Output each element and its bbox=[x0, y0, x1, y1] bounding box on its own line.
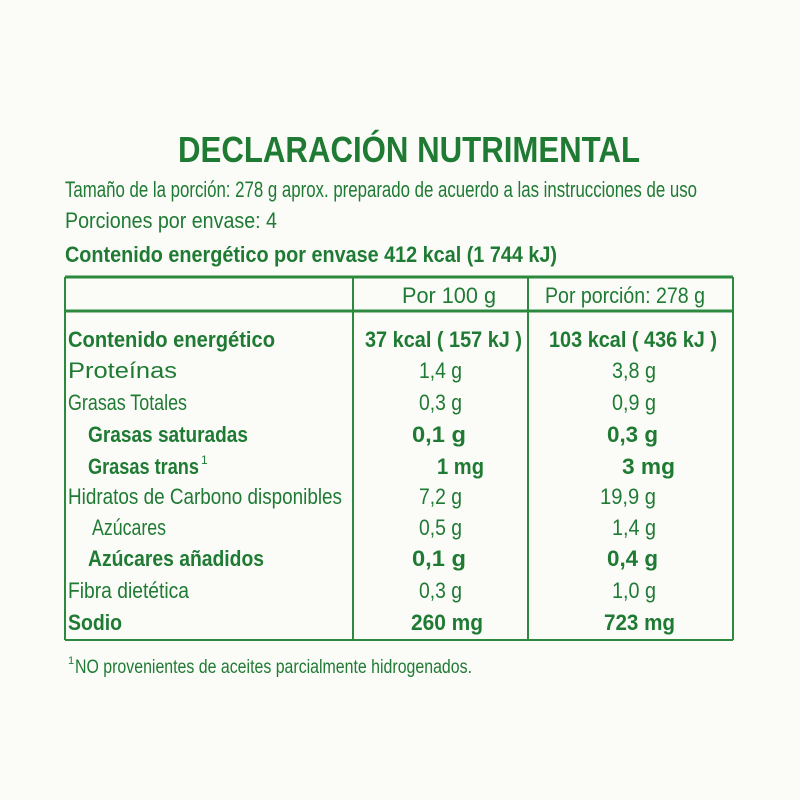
cell-value: 260 mg bbox=[411, 610, 483, 635]
cell-value: 37 kcal ( 157 kJ ) bbox=[365, 327, 522, 352]
table-rules bbox=[64, 275, 734, 641]
row-label: Grasas Totales bbox=[68, 390, 187, 415]
cell-value: 19,9 g bbox=[600, 484, 656, 509]
footnote-marker: 1 bbox=[68, 655, 74, 667]
cell-value: 0,9 g bbox=[612, 390, 656, 415]
column-header: Por 100 g bbox=[402, 283, 496, 308]
cell-value: 103 kcal ( 436 kJ ) bbox=[549, 327, 717, 352]
cell-value: 0,4 g bbox=[607, 546, 658, 571]
cell-value: 723 mg bbox=[604, 610, 675, 635]
row-label: Sodio bbox=[68, 610, 122, 635]
cell-value: 7,2 g bbox=[419, 484, 462, 509]
cell-value: 3,8 g bbox=[612, 358, 656, 383]
cell-value: 1 mg bbox=[437, 454, 484, 479]
cell-value: 0,3 g bbox=[419, 390, 462, 415]
row-label: Contenido energético bbox=[68, 327, 275, 352]
cell-value: 1,0 g bbox=[612, 578, 656, 603]
cell-value: 3 mg bbox=[622, 454, 675, 479]
cell-value: 0,1 g bbox=[412, 422, 466, 447]
title: DECLARACIÓN NUTRIMENTAL bbox=[178, 128, 640, 170]
row-label: Grasas saturadas bbox=[88, 422, 248, 447]
row-label: Fibra dietética bbox=[68, 578, 190, 603]
row-label: Hidratos de Carbono disponibles bbox=[68, 484, 342, 509]
energy-per-package: Contenido energético por envase 412 kcal… bbox=[65, 242, 557, 267]
row-label: Grasas trans bbox=[88, 454, 199, 479]
cell-value: 0,3 g bbox=[419, 578, 462, 603]
cell-value: 0,3 g bbox=[607, 422, 658, 447]
footnote-ref: 1 bbox=[201, 453, 208, 467]
serving-size: Tamaño de la porción: 278 g aprox. prepa… bbox=[65, 177, 697, 202]
row-label: Azúcares bbox=[92, 515, 166, 540]
cell-value: 0,5 g bbox=[419, 515, 462, 540]
cell-value: 1,4 g bbox=[612, 515, 656, 540]
column-header: Por porción: 278 g bbox=[545, 283, 705, 308]
cell-value: 0,1 g bbox=[412, 546, 466, 571]
cell-value: 1,4 g bbox=[419, 358, 462, 383]
servings: Porciones por envase: 4 bbox=[65, 208, 277, 233]
row-label: Proteínas bbox=[68, 358, 177, 383]
row-label: Azúcares añadidos bbox=[88, 546, 264, 571]
footnote: NO provenientes de aceites parcialmente … bbox=[75, 657, 472, 678]
